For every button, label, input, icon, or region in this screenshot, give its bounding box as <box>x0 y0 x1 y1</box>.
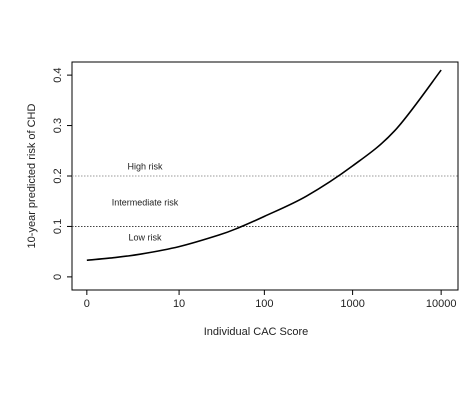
x-tick-label: 10000 <box>426 298 457 310</box>
risk-curve <box>86 69 442 262</box>
y-tick-label: 0.4 <box>52 67 64 82</box>
annotation: Low risk <box>128 232 162 242</box>
y-tick-label: 0 <box>52 274 64 280</box>
y-tick-label: 0.1 <box>52 219 64 234</box>
annotation: Intermediate risk <box>112 197 179 207</box>
y-tick-label: 0.3 <box>52 118 64 133</box>
y-tick-label: 0.2 <box>52 168 64 183</box>
annotation: High risk <box>127 161 163 171</box>
x-tick-label: 10 <box>173 298 185 310</box>
x-tick-label: 100 <box>255 298 273 310</box>
x-tick-label: 1000 <box>340 298 364 310</box>
x-axis-label: Individual CAC Score <box>204 326 309 338</box>
x-tick-label: 0 <box>84 298 90 310</box>
y-axis-label: 10-year predicted risk of CHD <box>26 104 38 249</box>
